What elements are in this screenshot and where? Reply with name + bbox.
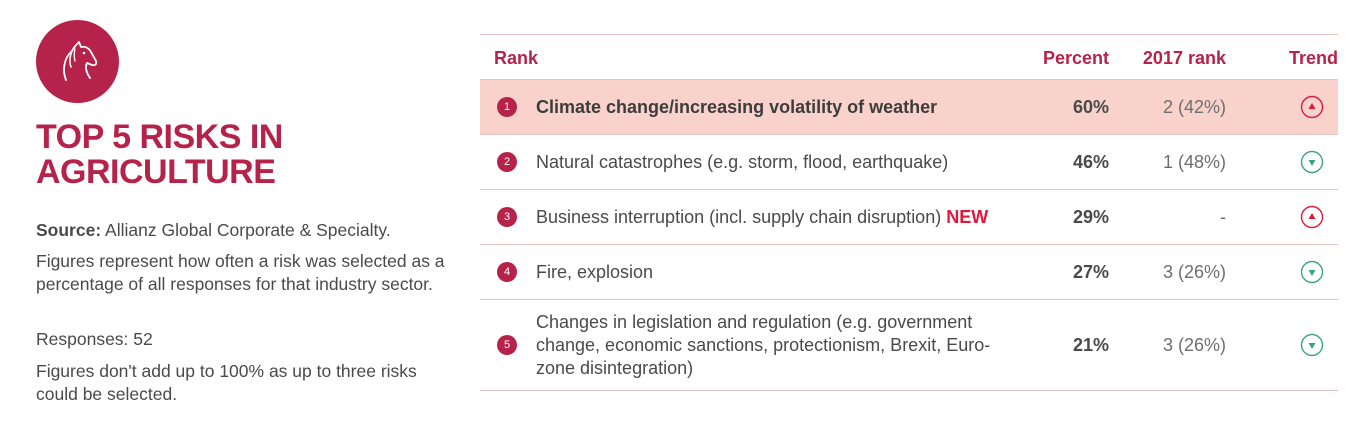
risk-label: Fire, explosion [536,261,1016,284]
risk-text: Changes in legislation and regulation (e… [536,311,991,378]
trend-down-icon [1300,333,1324,357]
table-row: 4 Fire, explosion 27% 3 (26%) [480,244,1338,299]
column-header-percent: Percent [1042,48,1109,68]
risk-label: Changes in legislation and regulation (e… [536,311,1016,380]
risk-text: Fire, explosion [536,261,654,282]
column-header-trend: Trend [1288,48,1338,68]
new-badge: NEW [946,206,989,227]
rank-badge: 2 [497,152,517,172]
responses-text: Responses: 52 [36,329,153,349]
table-row: 3 Business interruption (incl. supply ch… [480,189,1338,244]
risk-label: Climate change/increasing volatility of … [536,96,1016,119]
table-row: 5 Changes in legislation and regulation … [480,299,1338,391]
risk-table: Rank Percent 2017 rank Trend 1 Climate c… [480,34,1338,391]
rank-2017-value: 1 (48%) [1162,151,1226,172]
rank-2017-value: 3 (26%) [1162,334,1226,355]
note-text: Figures don't add up to 100% as up to th… [36,361,417,404]
risk-text: Business interruption (incl. supply chai… [536,206,942,227]
percent-value: 60% [1072,96,1109,117]
logo [36,20,119,103]
rank-badge: 4 [497,262,517,282]
table-header: Rank Percent 2017 rank Trend [480,35,1338,79]
rank-badge: 5 [497,335,517,355]
rank-2017-value: 2 (42%) [1162,96,1226,117]
risk-text: Natural catastrophes (e.g. storm, flood,… [536,151,949,172]
page-title: TOP 5 RISKS IN AGRICULTURE [36,118,283,191]
risk-label: Business interruption (incl. supply chai… [536,206,1016,229]
description-text: Figures represent how often a risk was s… [36,251,445,294]
risk-label: Natural catastrophes (e.g. storm, flood,… [536,151,1016,174]
percent-value: 21% [1072,334,1109,355]
trend-up-icon [1300,205,1324,229]
risk-text: Climate change/increasing volatility of … [536,96,938,117]
column-header-rank: Rank [494,48,539,68]
source-line: Source: Allianz Global Corporate & Speci… [36,219,456,241]
rank-badge: 3 [497,207,517,227]
source-text: Allianz Global Corporate & Specialty. [101,220,391,240]
percent-value: 27% [1072,261,1109,282]
source-label: Source: [36,220,102,240]
trend-down-icon [1300,260,1324,284]
percent-value: 29% [1072,206,1109,227]
percent-value: 46% [1072,151,1109,172]
table-row: 1 Climate change/increasing volatility o… [480,79,1338,134]
trend-down-icon [1300,150,1324,174]
rank-badge: 1 [497,97,517,117]
column-header-2017-rank: 2017 rank [1142,48,1226,68]
table-row: 2 Natural catastrophes (e.g. storm, floo… [480,134,1338,189]
rank-2017-value: - [1220,206,1226,227]
horse-head-icon [62,40,97,81]
rank-2017-value: 3 (26%) [1162,261,1226,282]
trend-up-icon [1300,95,1324,119]
